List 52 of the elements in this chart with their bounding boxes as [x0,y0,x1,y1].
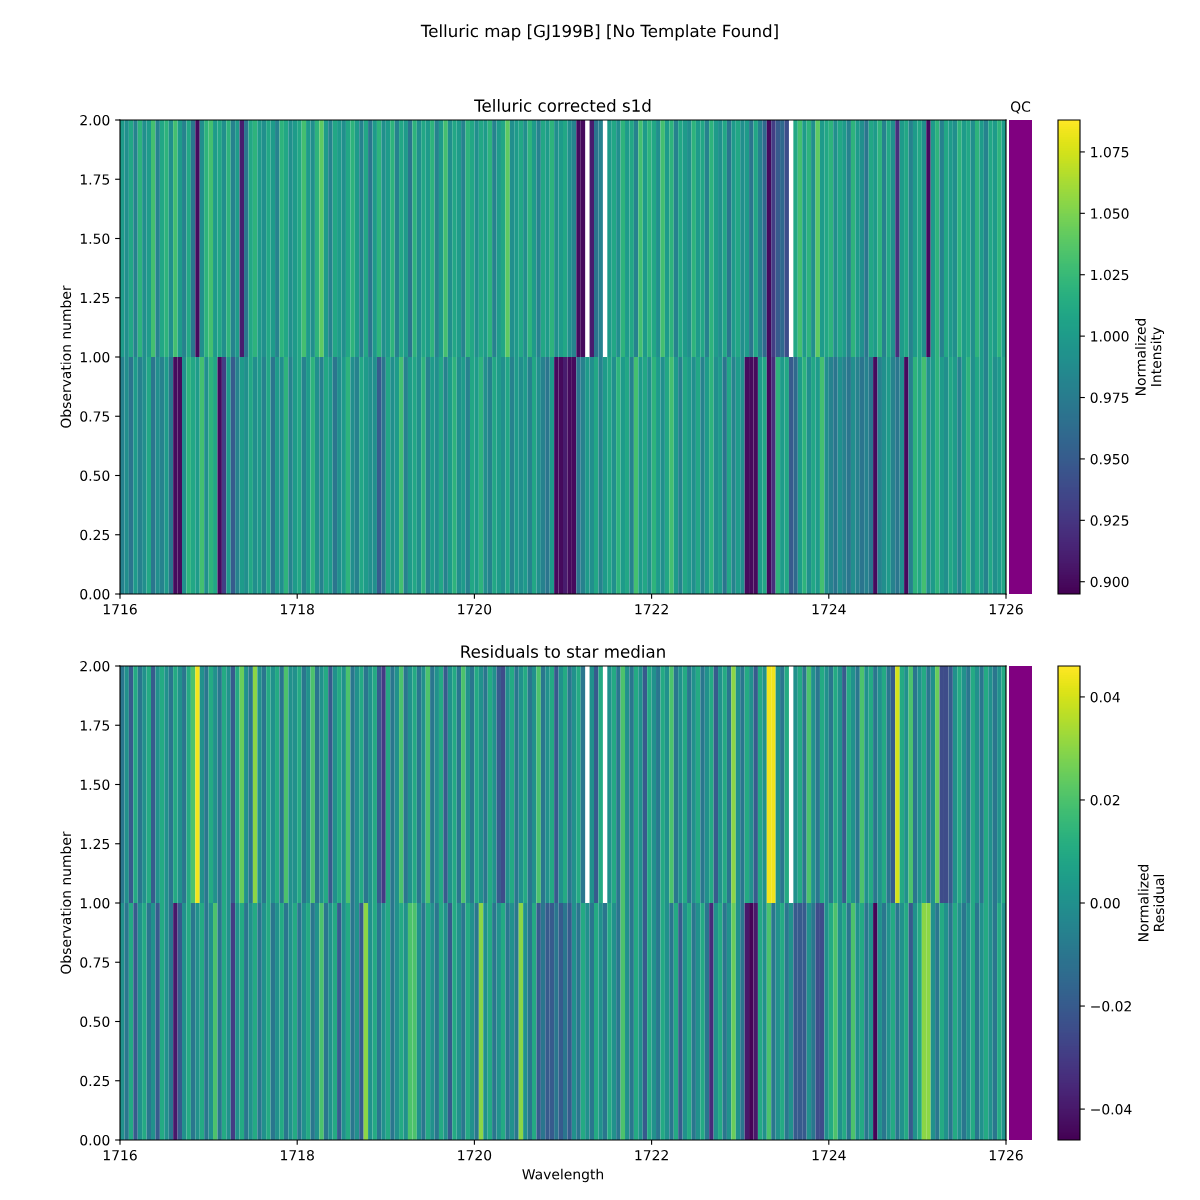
y-axis-title: Observation number [60,285,72,428]
y-tick-label: 1.50 [80,779,110,790]
x-tick-label: 1726 [989,603,1023,615]
y-tick-label: 0.00 [80,1134,110,1146]
color-bar-label: 0.925 [1090,515,1129,526]
y-tick-label: 1.75 [80,174,110,185]
chart-title: Residuals to star median [461,645,665,658]
color-bar-title: Normalized Intensity [1135,318,1165,396]
color-bar-label: 0.950 [1090,453,1129,465]
x-tick-label: 1724 [812,1149,846,1161]
color-bar-label: 0.975 [1090,392,1129,403]
x-tick-label: 1718 [281,603,314,615]
y-tick-label: 1.00 [80,897,110,909]
chart-title: Telluric corrected s1d [474,99,651,112]
y-tick-label: 0.75 [80,411,110,422]
color-bar-title: Normalized Residual [1137,864,1165,942]
y-tick-label: 1.00 [80,351,110,363]
color-bar-label: 0.900 [1090,576,1129,588]
color-bar-label: 0.00 [1090,897,1120,909]
x-tick-label: 1716 [103,1149,137,1161]
y-tick-label: 1.50 [80,233,110,244]
color-bar-label: 0.02 [1090,794,1120,806]
x-tick-label: 1720 [458,1149,492,1161]
x-tick-label: 1718 [281,1149,314,1161]
color-bar-label: 0.04 [1090,691,1120,703]
y-tick-label: 0.25 [80,1075,110,1087]
y-tick-label: 0.00 [80,588,110,600]
y-tick-label: 1.25 [80,838,110,850]
y-tick-label: 2.00 [80,114,110,126]
color-bar-label: −0.04 [1091,1104,1132,1115]
x-tick-label: 1724 [812,603,846,615]
y-tick-label: 1.25 [80,292,110,304]
color-bar-label: 1.025 [1091,269,1129,281]
text: QC [1010,101,1031,114]
x-tick-label: 1722 [635,603,668,615]
x-tick-label: 1716 [103,603,137,615]
y-tick-label: 2.00 [80,660,110,672]
color-bar-label: −0.02 [1091,1001,1131,1012]
x-axis-title: Wavelength [522,1168,604,1183]
y-tick-label: 0.50 [80,470,110,481]
y-tick-label: 1.75 [80,720,110,731]
y-tick-label: 0.25 [80,529,110,541]
y-tick-label: 0.50 [80,1016,110,1027]
color-bar-label: 1.050 [1091,208,1129,219]
x-tick-label: 1722 [635,1149,668,1161]
y-tick-label: 0.75 [80,957,110,968]
y-axis-title: Observation number [60,831,72,974]
text: Telluric map [GJ199B] [No Template Found] [420,24,778,41]
color-bar-label: 1.075 [1091,146,1129,158]
x-tick-label: 1726 [989,1149,1023,1161]
color-bar-label: 1.000 [1091,331,1129,342]
x-tick-label: 1720 [458,603,492,615]
